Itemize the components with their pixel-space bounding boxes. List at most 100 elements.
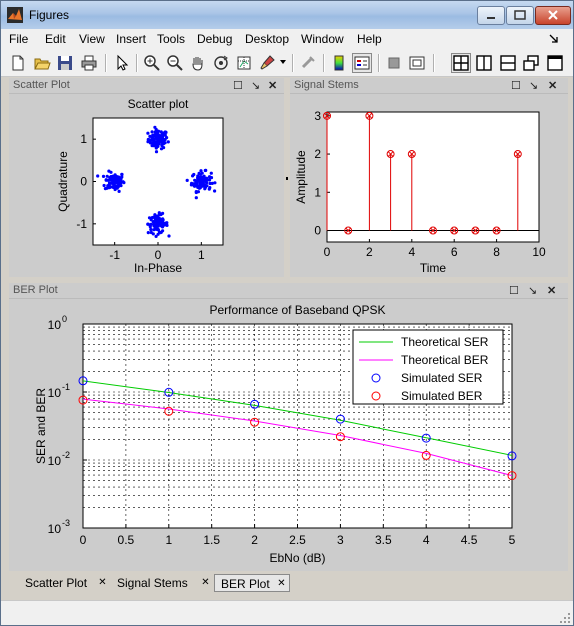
float-layout-icon[interactable] (522, 54, 540, 72)
scatter-point (203, 185, 208, 189)
menu-desktop[interactable]: Desktop (245, 32, 290, 46)
menu-file[interactable]: File (9, 32, 29, 46)
close-tab-icon[interactable]: ✕ (98, 577, 107, 588)
close-panel-icon[interactable]: ✕ (547, 285, 557, 297)
legend-label: Theoretical SER (401, 335, 489, 349)
series-marker (421, 433, 431, 443)
maximize-panel-icon[interactable]: ☐ (511, 80, 521, 92)
open-file-icon[interactable] (33, 54, 51, 72)
print-icon[interactable] (80, 54, 98, 72)
menu-window[interactable]: Window (301, 32, 344, 46)
series-marker (78, 376, 88, 386)
zoom-in-icon[interactable] (143, 54, 161, 72)
new-figure-icon[interactable] (9, 54, 27, 72)
x-tick-label: 3 (337, 533, 344, 547)
close-tab-icon[interactable]: ✕ (201, 577, 210, 588)
panel-title-bar[interactable]: BER Plot ☐ ↘ ✕ (9, 283, 568, 299)
single-layout-icon[interactable] (546, 54, 564, 72)
series-marker (164, 406, 174, 416)
undock-arrow-icon[interactable]: ↘ (529, 80, 539, 92)
y-tick-exponent: -2 (62, 450, 70, 460)
y-tick-exponent: 0 (62, 314, 67, 324)
scatter-point (153, 125, 157, 129)
scatter-point (201, 176, 205, 180)
menu-edit[interactable]: Edit (45, 32, 66, 46)
stem-marker (492, 226, 501, 235)
title-bar[interactable]: Figures (1, 1, 573, 29)
stem-marker (386, 150, 395, 159)
scatter-point (96, 174, 100, 178)
toolbar-separator (433, 54, 435, 72)
save-icon[interactable] (56, 54, 74, 72)
scatter-point (154, 143, 158, 147)
signal-stems-panel: Signal Stems ☐ ↘ ✕ Time Amplitude 0 2 4 6 8 10 0… (290, 78, 568, 277)
left-right-layout-icon[interactable] (475, 54, 493, 72)
scatter-point (204, 180, 208, 184)
window-title: Figures (29, 8, 70, 22)
panel-title-bar[interactable]: Signal Stems ☐ ↘ ✕ (290, 78, 568, 94)
menu-help[interactable]: Help (357, 32, 382, 46)
maximize-panel-icon[interactable]: ☐ (233, 80, 243, 92)
y-tick-label: 3 (314, 109, 321, 123)
stem-marker-cross (472, 227, 479, 234)
data-cursor-icon[interactable] (235, 54, 253, 72)
scatter-point (192, 172, 196, 177)
scatter-point (115, 186, 119, 190)
tab-scatter-plot[interactable]: Scatter Plot ✕ (11, 574, 111, 592)
link-plot-icon[interactable] (299, 54, 317, 72)
tab-signal-stems[interactable]: Signal Stems ✕ (111, 574, 214, 592)
scatter-point (190, 181, 194, 185)
scatter-point (146, 131, 150, 135)
hide-plot-tools-icon[interactable] (385, 54, 403, 72)
menu-debug[interactable]: Debug (197, 32, 233, 46)
maximize-panel-icon[interactable]: ☐ (509, 285, 519, 297)
scatter-point (157, 142, 161, 146)
undock-arrow-icon[interactable]: ↘ (528, 285, 538, 297)
tab-label: BER Plot (221, 577, 270, 591)
zoom-out-icon[interactable] (166, 54, 184, 72)
scatter-point (154, 215, 158, 219)
scatter-point (110, 178, 114, 182)
close-icon (548, 10, 558, 20)
legend-button[interactable] (352, 53, 372, 73)
dock-arrow-icon[interactable] (549, 34, 559, 44)
select-arrow-icon[interactable] (113, 54, 131, 72)
tile-layout-button[interactable] (451, 53, 471, 73)
menu-insert[interactable]: Insert (116, 32, 147, 46)
legend-swatch (371, 391, 381, 401)
scatter-point (199, 169, 203, 173)
scatter-plot-panel: Scatter Plot ☐ ↘ ✕ Scatter plot In-Phase Q… (9, 78, 284, 277)
brush-icon[interactable] (258, 54, 276, 72)
undock-arrow-icon[interactable]: ↘ (251, 80, 261, 92)
close-panel-icon[interactable]: ✕ (268, 80, 278, 92)
maximize-button[interactable] (506, 6, 534, 25)
legend-label: Theoretical BER (401, 353, 489, 367)
close-button[interactable] (535, 6, 571, 25)
splitter-grip[interactable] (286, 177, 288, 180)
scatter-point (194, 180, 198, 184)
colorbar-icon[interactable] (331, 54, 349, 72)
menu-tools[interactable]: Tools (157, 32, 186, 46)
brush-dropdown-icon[interactable] (280, 60, 287, 66)
figure-toolbar (1, 50, 573, 77)
rotate-3d-icon[interactable] (212, 54, 230, 72)
resize-grip-icon[interactable] (559, 612, 571, 624)
menu-view[interactable]: View (79, 32, 105, 46)
scatter-point (159, 147, 164, 151)
scatter-point (102, 183, 106, 188)
minimize-button[interactable] (477, 6, 505, 25)
pan-hand-icon[interactable] (189, 54, 207, 72)
scatter-point (105, 174, 109, 178)
show-plot-tools-icon[interactable] (408, 54, 426, 72)
tab-ber-plot[interactable]: BER Plot ✕ (214, 574, 290, 592)
panel-title-bar[interactable]: Scatter Plot ☐ ↘ ✕ (9, 78, 284, 94)
top-bottom-layout-icon[interactable] (499, 54, 517, 72)
close-tab-icon[interactable]: ✕ (277, 578, 286, 589)
close-panel-icon[interactable]: ✕ (548, 80, 558, 92)
stem-marker-cross (430, 227, 436, 234)
scatter-point (154, 150, 159, 154)
x-tick-label: 0.5 (118, 533, 135, 547)
ber-plot-panel: BER Plot ☐ ↘ ✕ Performance of Baseband Q… (9, 283, 568, 571)
x-axis-label: Time (420, 261, 447, 275)
toolbar-separator (105, 54, 107, 72)
